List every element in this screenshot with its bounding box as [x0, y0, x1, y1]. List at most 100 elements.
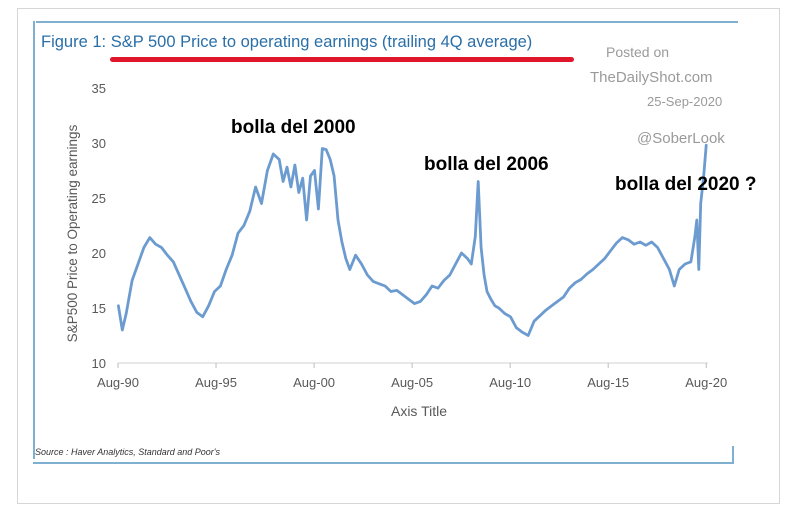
data-point [219, 285, 222, 287]
data-point [341, 241, 343, 243]
data-point [345, 257, 347, 260]
data-point [201, 316, 204, 318]
data-point [125, 312, 127, 315]
watermark-site: TheDailyShot.com [590, 69, 713, 86]
data-point [592, 268, 594, 271]
data-point [498, 307, 500, 309]
data-point [699, 202, 702, 205]
data-point [580, 278, 582, 281]
data-point [309, 175, 312, 177]
data-point [533, 320, 535, 322]
data-point [390, 290, 392, 293]
y-tick-label: 15 [92, 301, 106, 316]
data-point [321, 147, 324, 150]
data-point [515, 327, 518, 329]
data-point [266, 169, 269, 172]
source-note: Source : Haver Analytics, Standard and P… [35, 447, 220, 457]
x-tick-label: Aug-10 [489, 375, 531, 390]
data-point [503, 312, 506, 315]
annotation-bubble-2006: bolla del 2006 [424, 154, 549, 175]
data-point [527, 334, 529, 337]
data-point [431, 285, 433, 287]
top-border [36, 21, 738, 23]
data-point [190, 300, 192, 303]
data-point [372, 280, 375, 283]
data-point [384, 285, 386, 287]
data-point [317, 208, 320, 210]
data-point [698, 268, 700, 271]
data-point [366, 274, 369, 276]
data-point [690, 261, 692, 263]
data-point [668, 268, 671, 271]
data-point [470, 263, 473, 265]
data-point [329, 158, 332, 161]
data-point [574, 281, 577, 284]
data-point [556, 300, 559, 303]
data-point [449, 274, 451, 276]
data-point [207, 305, 210, 307]
data-point [562, 296, 565, 298]
data-point [260, 202, 263, 205]
data-point [480, 246, 482, 249]
x-axis-title: Axis Title [391, 403, 447, 419]
watermark-date: 25-Sep-2020 [647, 94, 723, 109]
data-point [509, 316, 512, 318]
y-tick-label: 10 [92, 356, 106, 371]
data-point [694, 235, 696, 238]
data-point [603, 257, 606, 260]
data-point [154, 243, 157, 245]
data-point [437, 287, 439, 289]
data-point [521, 331, 524, 334]
data-point [705, 144, 707, 146]
data-point [684, 263, 686, 265]
bottom-border [33, 462, 733, 464]
data-point [460, 252, 463, 254]
data-point [494, 305, 496, 307]
data-point [278, 158, 280, 161]
data-point [425, 294, 428, 296]
data-point [298, 191, 300, 194]
data-point [213, 290, 216, 293]
data-point [662, 257, 665, 260]
data-point [419, 300, 422, 303]
y-tick-label: 30 [92, 136, 106, 151]
data-point [474, 235, 477, 238]
y-tick-label: 25 [92, 191, 106, 206]
data-point [378, 283, 381, 285]
data-point [172, 261, 175, 263]
data-point [249, 210, 251, 212]
left-border [33, 21, 35, 459]
data-point [294, 164, 296, 166]
data-point [143, 246, 145, 249]
figure-title: Figure 1: S&P 500 Price to operating ear… [41, 33, 533, 51]
data-point [550, 305, 553, 307]
data-point [254, 186, 257, 188]
data-point [650, 241, 653, 243]
data-point [178, 274, 180, 276]
data-point [678, 268, 680, 271]
data-point [231, 254, 233, 256]
data-point [407, 298, 410, 300]
data-point [313, 169, 316, 172]
data-point [609, 250, 612, 252]
data-point [633, 243, 635, 245]
data-point [568, 287, 571, 289]
data-point [702, 175, 705, 177]
data-point [401, 294, 404, 296]
data-point [349, 268, 351, 271]
data-point [490, 298, 492, 300]
data-point [413, 302, 416, 305]
data-point [117, 305, 120, 307]
data-point [360, 263, 363, 265]
data-point [160, 246, 163, 249]
data-point [290, 186, 292, 188]
data-point [621, 236, 624, 239]
data-point [598, 263, 600, 265]
right-border-stub [732, 446, 734, 464]
data-point [645, 244, 647, 247]
data-point [301, 177, 304, 179]
x-tick-label: Aug-15 [587, 375, 629, 390]
data-point [354, 254, 357, 256]
plot-area: 10 15 20 25 30 35 Aug-90 Aug-95 Aug-00 Aug-05 Aug-… [36, 68, 744, 444]
data-point [477, 180, 480, 183]
